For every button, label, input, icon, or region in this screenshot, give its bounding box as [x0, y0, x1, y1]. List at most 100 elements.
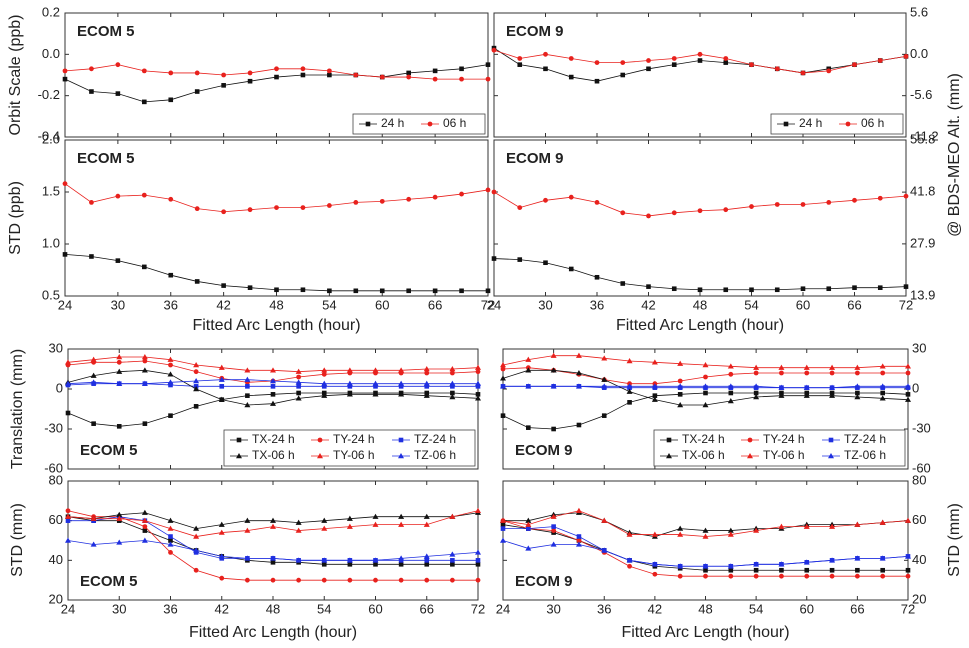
- x-tick-label: 60: [368, 601, 382, 616]
- marker: [652, 571, 658, 577]
- marker: [142, 528, 148, 533]
- marker: [594, 274, 600, 280]
- marker: [723, 56, 729, 61]
- marker: [727, 383, 734, 389]
- x-axis-label: Fitted Arc Length (hour): [616, 317, 784, 334]
- marker: [677, 525, 684, 531]
- marker: [347, 384, 353, 389]
- marker: [774, 202, 780, 207]
- marker: [398, 380, 405, 386]
- marker: [543, 197, 548, 203]
- x-tick-label: 30: [112, 601, 126, 616]
- marker: [65, 359, 71, 365]
- marker: [379, 288, 385, 294]
- x-tick-label: 24: [58, 297, 72, 312]
- marker: [778, 364, 785, 370]
- y2-tick-label: 55.8: [910, 131, 935, 146]
- marker: [491, 256, 497, 261]
- marker: [270, 517, 276, 523]
- marker: [500, 517, 506, 523]
- marker: [854, 394, 861, 400]
- marker: [879, 395, 886, 401]
- marker: [236, 453, 242, 459]
- marker: [372, 513, 379, 519]
- legend-label: TY-24 h: [333, 432, 375, 446]
- marker: [728, 567, 734, 573]
- marker: [321, 384, 327, 389]
- marker: [753, 390, 759, 396]
- series-line: [502, 392, 909, 430]
- marker: [652, 393, 658, 398]
- marker: [244, 555, 251, 561]
- marker: [626, 557, 633, 563]
- marker: [346, 515, 353, 521]
- x-tick-label: 36: [590, 297, 604, 312]
- marker: [774, 66, 780, 72]
- marker: [141, 380, 148, 386]
- marker: [727, 398, 734, 404]
- marker: [852, 285, 857, 290]
- marker: [728, 390, 734, 396]
- y-tick-label: 20: [49, 591, 63, 606]
- y-tick-label: 0.0: [42, 46, 60, 61]
- x-tick-label: 54: [317, 601, 331, 616]
- marker: [296, 390, 301, 396]
- marker: [620, 72, 626, 78]
- y2-tick-label: 20: [912, 591, 926, 606]
- marker: [877, 195, 883, 201]
- marker: [65, 513, 71, 519]
- marker: [475, 558, 481, 563]
- marker: [829, 370, 835, 376]
- marker: [601, 383, 608, 389]
- marker: [373, 577, 378, 583]
- x-tick-label: 42: [641, 297, 655, 312]
- marker: [406, 74, 412, 80]
- y-tick-label: -60: [44, 460, 63, 475]
- marker: [854, 370, 860, 376]
- marker: [727, 563, 734, 569]
- marker: [677, 360, 684, 366]
- marker: [576, 538, 582, 543]
- marker: [854, 521, 861, 527]
- marker: [115, 258, 121, 263]
- marker: [778, 523, 785, 529]
- panel-title: ECOM 9: [506, 150, 564, 167]
- marker: [346, 367, 353, 373]
- marker: [854, 364, 861, 370]
- marker: [877, 58, 883, 63]
- marker: [398, 391, 405, 397]
- x-tick-label: 42: [216, 297, 230, 312]
- marker: [803, 559, 810, 565]
- marker: [423, 380, 430, 386]
- marker: [550, 513, 557, 519]
- x-tick-label: 66: [420, 601, 434, 616]
- marker: [167, 525, 174, 531]
- marker: [651, 561, 658, 567]
- y-tick-label: 80: [49, 472, 63, 487]
- marker: [218, 553, 225, 559]
- marker: [295, 368, 302, 374]
- marker: [475, 562, 481, 567]
- marker: [321, 367, 328, 373]
- marker: [373, 562, 378, 567]
- marker: [221, 283, 226, 288]
- marker: [65, 380, 71, 386]
- marker: [326, 203, 332, 208]
- marker: [270, 392, 276, 397]
- marker: [568, 56, 574, 61]
- marker: [347, 577, 353, 583]
- legend-box: [352, 113, 486, 135]
- marker: [575, 352, 582, 358]
- marker: [459, 288, 464, 294]
- marker: [601, 547, 608, 553]
- marker: [500, 375, 506, 381]
- marker: [543, 51, 548, 57]
- marker: [142, 421, 148, 426]
- marker: [485, 288, 491, 294]
- panel-title: ECOM 5: [77, 23, 135, 40]
- marker: [626, 531, 633, 537]
- marker: [728, 573, 734, 579]
- y-axis-label: Translation (mm): [9, 349, 26, 469]
- marker: [115, 91, 121, 96]
- marker: [702, 533, 709, 539]
